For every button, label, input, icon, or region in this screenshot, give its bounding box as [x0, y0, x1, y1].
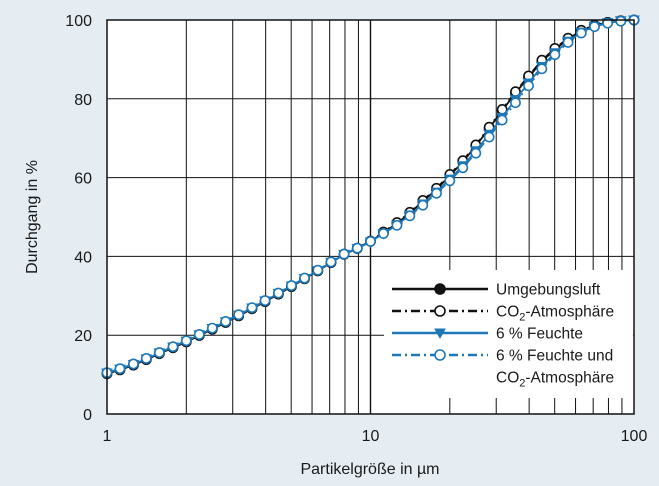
- data-point: [562, 37, 574, 48]
- x-tick-label: 100: [621, 428, 648, 445]
- y-tick-label: 100: [65, 13, 92, 30]
- data-point: [470, 147, 482, 159]
- y-tick-label: 20: [74, 328, 92, 345]
- data-point: [140, 353, 152, 364]
- data-point: [536, 63, 548, 75]
- data-point: [259, 295, 271, 306]
- data-point: [338, 248, 350, 260]
- series-layer: [101, 14, 640, 380]
- data-point: [233, 309, 245, 321]
- y-tick-label: 60: [74, 171, 92, 188]
- data-point: [404, 210, 416, 222]
- data-point: [193, 329, 205, 340]
- series-4: [101, 14, 640, 379]
- plot-frame: [106, 19, 635, 415]
- data-point: [128, 358, 139, 370]
- x-tick-label: 10: [362, 428, 380, 445]
- data-point: [180, 335, 192, 347]
- data-point: [351, 242, 363, 254]
- data-point: [602, 17, 614, 29]
- data-point: [206, 322, 218, 334]
- data-point: [391, 219, 403, 231]
- data-point: [575, 27, 587, 39]
- legend-label: CO2-Atmosphäre: [496, 370, 614, 390]
- x-axis-label: Partikelgröße in µm: [300, 461, 439, 478]
- legend: Umgebungsluft CO2-Atmosphäre 6 % Feuchte 6 …: [384, 270, 633, 398]
- data-point: [167, 341, 179, 353]
- data-point: [444, 175, 456, 187]
- data-point: [299, 272, 310, 284]
- data-point: [483, 131, 495, 143]
- x-tick-labels: 1 10 100: [103, 428, 648, 445]
- data-point: [246, 302, 258, 314]
- x-tick-label: 1: [103, 428, 112, 445]
- legend-label: 6 % Feuchte und: [496, 348, 613, 365]
- data-point: [365, 236, 376, 247]
- data-point: [114, 363, 126, 375]
- data-point: [457, 162, 469, 174]
- data-point: [417, 199, 429, 211]
- data-point: [434, 328, 446, 340]
- data-point: [615, 15, 627, 27]
- data-point: [286, 280, 297, 291]
- data-point: [523, 80, 534, 92]
- legend-label: CO2-Atmosphäre: [496, 304, 614, 324]
- y-tick-label: 0: [83, 407, 92, 424]
- data-point: [510, 97, 521, 109]
- data-point: [272, 287, 284, 299]
- data-point: [220, 316, 232, 327]
- y-tick-labels: 0 20 40 60 80 100: [65, 13, 92, 424]
- data-point: [589, 21, 600, 33]
- data-point: [325, 256, 337, 268]
- data-point: [431, 187, 442, 199]
- data-point: [378, 228, 389, 239]
- y-tick-label: 80: [74, 92, 92, 109]
- data-point: [434, 305, 446, 317]
- y-axis-label: Durchgang in %: [24, 160, 41, 274]
- legend-label: Umgebungsluft: [496, 282, 601, 299]
- data-point: [549, 49, 561, 61]
- data-point: [434, 283, 446, 295]
- data-point: [434, 349, 446, 361]
- y-tick-label: 40: [74, 249, 92, 266]
- data-point: [153, 347, 165, 358]
- legend-label: 6 % Feuchte: [496, 326, 583, 343]
- data-point: [312, 264, 324, 276]
- data-point: [496, 114, 508, 126]
